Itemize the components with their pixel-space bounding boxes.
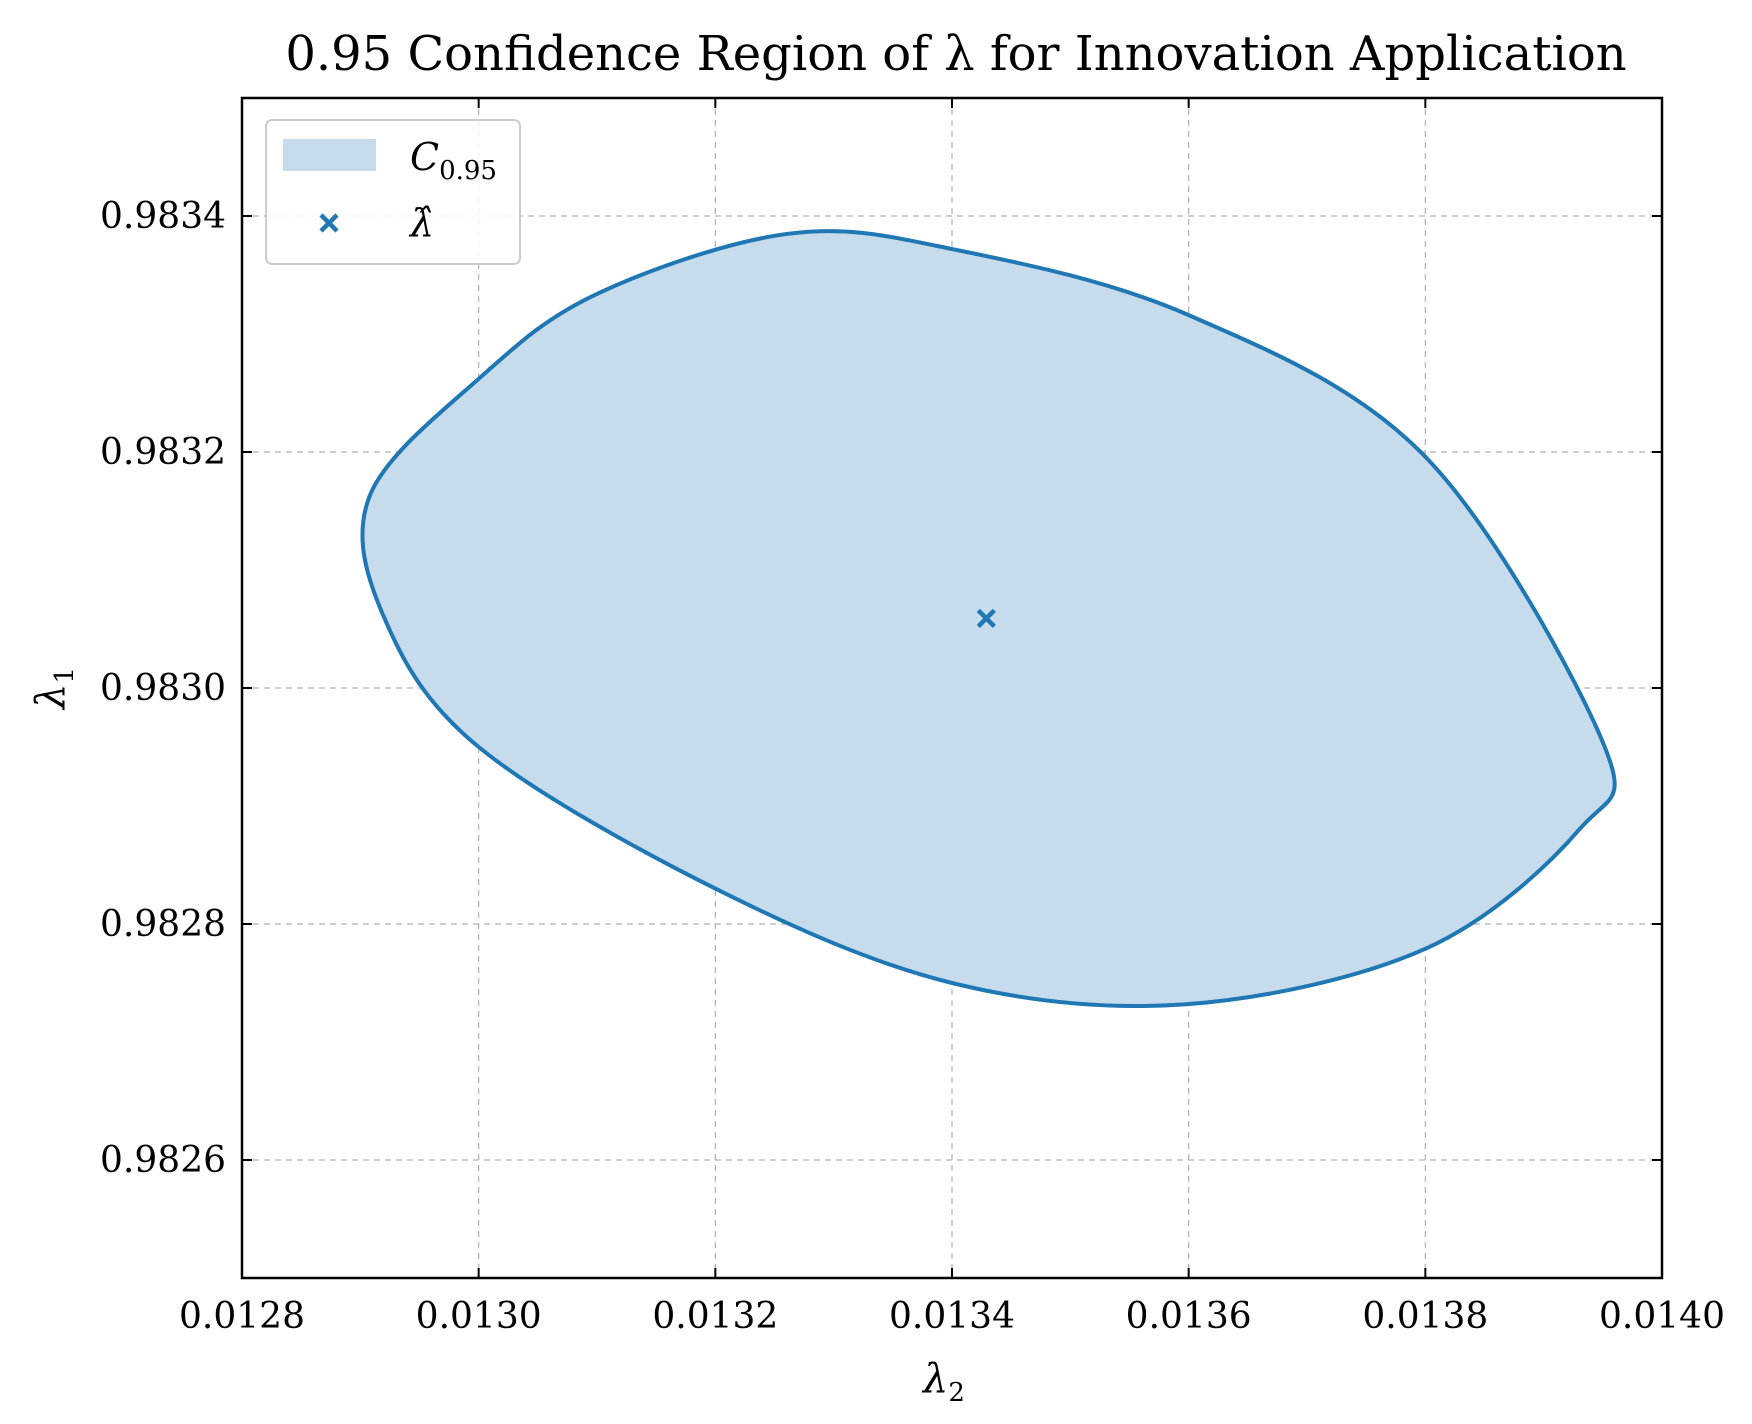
x-tick-label: 0.0134 [889, 1296, 1015, 1337]
legend-marker-estimate [319, 213, 339, 233]
x-tick-label: 0.0128 [179, 1296, 305, 1337]
legend-label-region: C0.95 [410, 135, 497, 186]
ticks: 0.0128 0.0130 0.0132 0.0134 0.0136 0.0138 0.01… [100, 98, 1725, 1337]
x-tick-label: 0.0140 [1599, 1296, 1725, 1337]
y-tick-label: 0.9834 [100, 196, 226, 237]
legend-x-mark [319, 213, 339, 233]
x-tick-label: 0.0138 [1362, 1296, 1488, 1337]
y-tick-label: 0.9826 [100, 1140, 226, 1181]
x-tick-label: 0.0136 [1126, 1296, 1252, 1337]
legend-swatch-region [283, 139, 376, 171]
x-axis-label: λ2 [921, 1356, 965, 1408]
y-tick-label: 0.9832 [100, 432, 226, 473]
legend: C0.95 λ̂ [265, 119, 521, 265]
chart-title: 0.95 Confidence Region of λ for Innovati… [285, 26, 1626, 82]
y-axis-label: λ1 [28, 667, 80, 711]
y-tick-label: 0.9828 [100, 904, 226, 945]
x-tick-label: 0.0130 [416, 1296, 542, 1337]
legend-label-estimate: λ̂ [408, 201, 434, 245]
estimate-point [976, 608, 996, 628]
x-tick-label: 0.0132 [652, 1296, 778, 1337]
data-layer [360, 229, 1617, 1009]
y-tick-label: 0.9830 [100, 668, 226, 709]
